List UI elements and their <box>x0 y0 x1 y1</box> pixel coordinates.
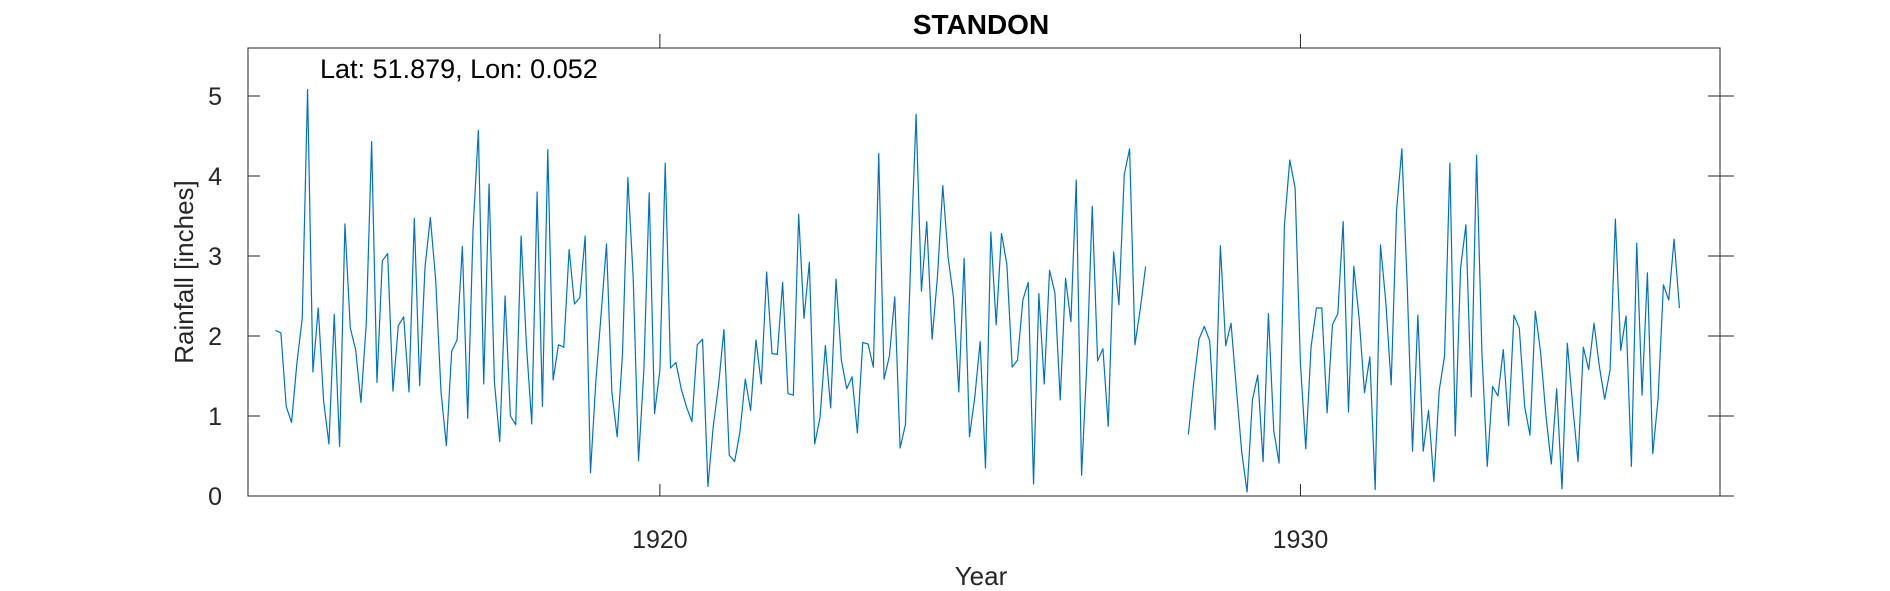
y-tick-label: 3 <box>208 243 222 271</box>
y-axis-label: Rainfall [inches] <box>169 180 199 364</box>
y-tick-label: 0 <box>208 483 222 511</box>
x-tick-label: 1920 <box>632 526 688 554</box>
y-tick-label: 5 <box>208 83 222 111</box>
y-tick-label: 2 <box>208 323 222 351</box>
y-tick-label: 1 <box>208 403 222 431</box>
rainfall-series-line-segment-1 <box>275 89 1147 487</box>
y-tick-label: 4 <box>208 163 222 191</box>
station-location-annotation: Lat: 51.879, Lon: 0.052 <box>320 54 598 84</box>
x-axis-label: Year <box>955 561 1008 591</box>
x-tick-label: 1930 <box>1273 526 1329 554</box>
rainfall-series-line-segment-2 <box>1187 148 1681 493</box>
chart-title: STANDON <box>913 9 1049 40</box>
axis-ticks: 0 1 2 3 4 5 1920 1930 <box>208 34 1734 554</box>
series-line-group <box>275 89 1681 493</box>
